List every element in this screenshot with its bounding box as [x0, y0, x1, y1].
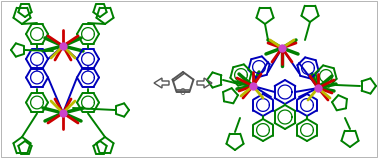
Text: O: O [180, 88, 186, 97]
